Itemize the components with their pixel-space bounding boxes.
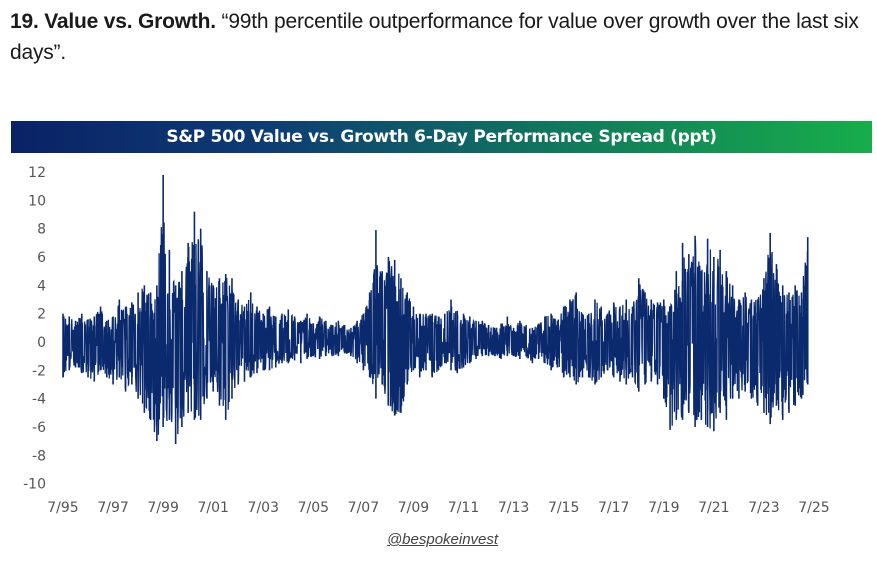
x-axis: 7/95 7/97 7/99 7/01 7/03 7/05 7/07 7/09 7/11 7/13…: [47, 500, 829, 516]
chart-title: S&P 500 Value vs. Growth 6-Day Performan…: [11, 121, 872, 153]
x-tick-label: 7/23: [748, 500, 779, 516]
x-tick-label: 7/21: [698, 500, 729, 516]
y-tick-label: 10: [28, 193, 46, 209]
x-tick-label: 7/25: [798, 500, 829, 516]
y-tick-label: 6: [37, 250, 46, 266]
x-tick-label: 7/13: [498, 500, 529, 516]
x-tick-label: 7/17: [598, 500, 629, 516]
y-tick-label: -2: [32, 363, 46, 379]
x-tick-label: 7/07: [348, 500, 379, 516]
headline-quote: “99th percentile outperformance for valu…: [10, 10, 859, 64]
y-tick-label: 8: [37, 222, 46, 238]
headline: 19. Value vs. Growth. “99th percentile o…: [10, 6, 870, 68]
headline-number: 19.: [10, 10, 39, 33]
y-tick-label: 2: [37, 307, 46, 323]
x-tick-label: 7/01: [197, 500, 228, 516]
y-axis: 12 10 8 6 4 2 0 -2 -4 -6 -8 -10: [23, 165, 46, 493]
y-tick-label: -8: [32, 448, 46, 464]
y-tick-label: -6: [32, 420, 46, 436]
y-tick-label: 0: [37, 335, 46, 351]
x-tick-label: 7/19: [648, 500, 679, 516]
y-tick-label: -4: [32, 392, 46, 408]
source-credit-link[interactable]: @bespokeinvest: [386, 531, 499, 548]
y-tick-label: 4: [37, 278, 46, 294]
x-tick-label: 7/03: [248, 500, 279, 516]
x-tick-label: 7/97: [97, 500, 128, 516]
x-tick-label: 7/09: [398, 500, 429, 516]
x-tick-label: 7/99: [147, 500, 178, 516]
x-tick-label: 7/15: [548, 500, 579, 516]
y-tick-label: 12: [28, 165, 46, 181]
x-tick-label: 7/95: [47, 500, 78, 516]
x-tick-label: 7/05: [298, 500, 329, 516]
y-tick-label: -10: [23, 477, 46, 493]
x-tick-label: 7/11: [448, 500, 479, 516]
series-line: [62, 222, 809, 435]
series-value-minus-growth: [62, 174, 809, 444]
headline-title: Value vs. Growth.: [44, 10, 216, 33]
chart-plot: 12 10 8 6 4 2 0 -2 -4 -6 -8 -10 7/95 7/97 7/99 7/01 7/0…: [23, 165, 830, 516]
source-credit[interactable]: @bespokeinvest: [0, 531, 877, 548]
